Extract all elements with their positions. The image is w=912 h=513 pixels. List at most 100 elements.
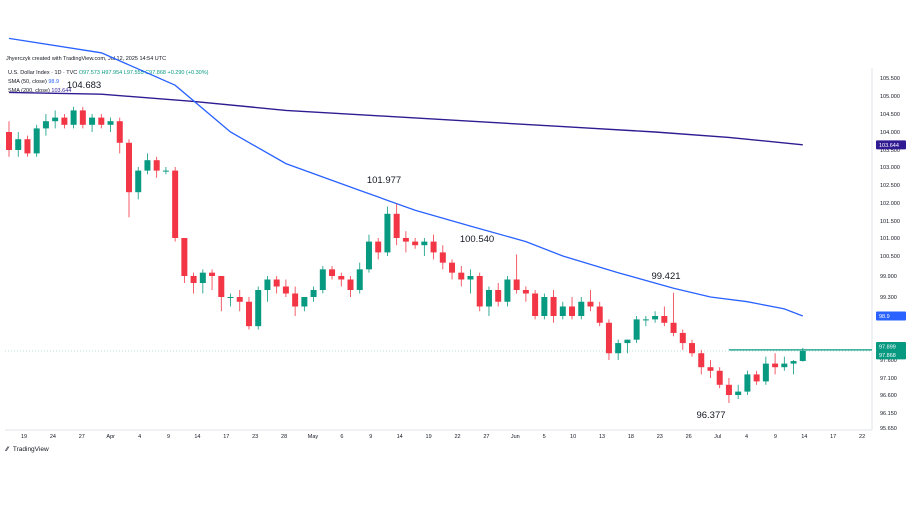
candle-up[interactable] xyxy=(615,343,622,354)
candle-down[interactable] xyxy=(375,241,382,253)
candle-down[interactable] xyxy=(125,142,132,193)
candle-up[interactable] xyxy=(135,170,142,193)
candle-up[interactable] xyxy=(144,160,151,171)
candle-down[interactable] xyxy=(513,279,520,291)
candle-down[interactable] xyxy=(522,290,529,294)
candle-down[interactable] xyxy=(569,306,576,317)
candle-down[interactable] xyxy=(605,322,612,354)
candle-up[interactable] xyxy=(310,290,317,297)
level-price-badge-text: 97.899 xyxy=(879,344,896,350)
candle-up[interactable] xyxy=(70,110,77,125)
candle-down[interactable] xyxy=(116,121,123,143)
candle-down[interactable] xyxy=(532,293,539,317)
candle-down[interactable] xyxy=(236,297,243,302)
candle-down[interactable] xyxy=(393,213,400,238)
candle-up[interactable] xyxy=(89,117,96,125)
last-price-badge xyxy=(876,350,906,360)
candle-up[interactable] xyxy=(52,117,59,122)
candle-down[interactable] xyxy=(292,293,299,307)
candle-up[interactable] xyxy=(485,290,492,307)
candle-down[interactable] xyxy=(670,322,677,333)
candle-down[interactable] xyxy=(412,241,419,246)
candle-down[interactable] xyxy=(587,301,594,307)
sma50-row[interactable]: SMA (50, close) 98.9 xyxy=(8,78,208,87)
candle-down[interactable] xyxy=(209,272,216,276)
candle-down[interactable] xyxy=(725,384,732,395)
candle-up[interactable] xyxy=(799,350,806,361)
candle-down[interactable] xyxy=(153,160,160,171)
candle-up[interactable] xyxy=(301,297,308,307)
candle-down[interactable] xyxy=(190,276,197,283)
candle-up[interactable] xyxy=(162,170,169,172)
candle-up[interactable] xyxy=(199,272,206,283)
candle-down[interactable] xyxy=(273,279,280,287)
swing-annotation: 96.377 xyxy=(696,410,725,421)
candle-down[interactable] xyxy=(550,297,557,316)
candle-down[interactable] xyxy=(218,276,225,297)
candle-up[interactable] xyxy=(42,121,49,129)
candle-up[interactable] xyxy=(642,319,649,321)
candle-down[interactable] xyxy=(458,272,465,280)
candle-down[interactable] xyxy=(402,238,409,242)
candle-down[interactable] xyxy=(329,269,336,276)
candle-down[interactable] xyxy=(689,343,696,354)
candle-down[interactable] xyxy=(439,252,446,263)
candle-up[interactable] xyxy=(319,269,326,290)
candle-down[interactable] xyxy=(181,238,188,276)
candle-up[interactable] xyxy=(227,297,234,298)
candle-down[interactable] xyxy=(245,301,252,327)
candle-up[interactable] xyxy=(559,306,566,317)
candle-down[interactable] xyxy=(707,367,714,371)
candle-up[interactable] xyxy=(255,290,262,327)
candle-up[interactable] xyxy=(467,276,474,280)
candle-down[interactable] xyxy=(449,262,456,273)
candle-down[interactable] xyxy=(338,276,345,280)
candle-down[interactable] xyxy=(61,117,68,125)
candle-up[interactable] xyxy=(356,269,363,290)
candle-down[interactable] xyxy=(282,286,289,294)
y-tick-label: 97.100 xyxy=(880,376,897,382)
y-tick-label: 102.000 xyxy=(880,201,900,207)
candle-up[interactable] xyxy=(421,241,428,246)
candle-up[interactable] xyxy=(15,139,22,150)
candle-up[interactable] xyxy=(624,339,631,344)
candle-down[interactable] xyxy=(596,306,603,323)
candle-down[interactable] xyxy=(772,363,779,368)
candle-up[interactable] xyxy=(762,363,769,382)
y-tick-label: 95.650 xyxy=(880,426,897,432)
symbol-row[interactable]: U.S. Dollar Index · 1D · TVC O97.573 H97… xyxy=(8,69,208,78)
candle-up[interactable] xyxy=(264,279,271,291)
candle-up[interactable] xyxy=(33,128,40,154)
candle-down[interactable] xyxy=(698,353,705,368)
candle-up[interactable] xyxy=(735,391,742,395)
candle-down[interactable] xyxy=(79,110,86,125)
candle-up[interactable] xyxy=(107,121,114,125)
candle-up[interactable] xyxy=(365,241,372,270)
sma200-row[interactable]: SMA (200, close) 103.644 xyxy=(8,87,208,96)
candle-down[interactable] xyxy=(661,316,668,323)
candle-down[interactable] xyxy=(172,170,179,238)
candle-down[interactable] xyxy=(495,290,502,302)
candle-up[interactable] xyxy=(384,213,391,253)
candle-down[interactable] xyxy=(6,132,12,150)
candle-down[interactable] xyxy=(430,241,437,253)
candle-down[interactable] xyxy=(679,332,686,344)
candle-down[interactable] xyxy=(476,276,483,307)
candle-down[interactable] xyxy=(24,139,31,154)
x-tick-label: 9 xyxy=(167,434,170,440)
candle-up[interactable] xyxy=(541,297,548,316)
x-tick-label: 23 xyxy=(657,434,663,440)
candle-down[interactable] xyxy=(716,370,723,385)
sma50-price-badge xyxy=(876,311,906,321)
candle-down[interactable] xyxy=(347,279,354,291)
candle-up[interactable] xyxy=(781,363,788,368)
candle-up[interactable] xyxy=(633,319,640,340)
candle-up[interactable] xyxy=(744,374,751,392)
candle-down[interactable] xyxy=(753,374,760,382)
candle-up[interactable] xyxy=(578,301,585,316)
candle-up[interactable] xyxy=(652,316,659,320)
candle-up[interactable] xyxy=(504,279,511,302)
candle-up[interactable] xyxy=(790,361,797,364)
candle-down[interactable] xyxy=(98,117,105,125)
